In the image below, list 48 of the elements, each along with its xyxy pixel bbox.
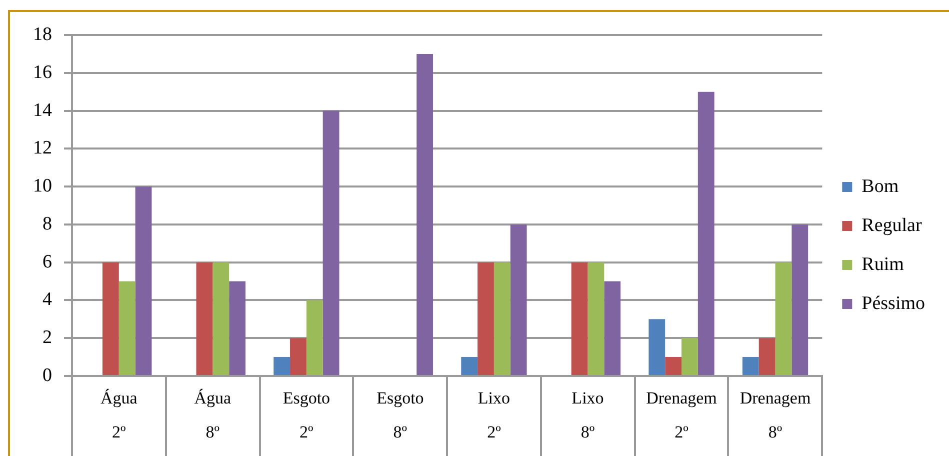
bar: [416, 54, 434, 375]
bar: [792, 224, 808, 375]
bar: [478, 262, 494, 375]
x-tick-label: Água 8º: [194, 388, 232, 442]
bar: [588, 262, 604, 375]
bar: [682, 338, 698, 375]
x-tick-label: Esgoto 2º: [282, 388, 330, 442]
bar: [102, 262, 119, 375]
legend-label: Bom: [862, 176, 899, 197]
y-tick-label: 8: [42, 213, 52, 234]
bar: [775, 262, 792, 375]
x-tick-label: Drenagem 2º: [646, 388, 717, 442]
legend-label: Péssimo: [862, 292, 926, 314]
bar: [274, 357, 290, 375]
bar: [290, 338, 306, 375]
x-tick-label: Água 2º: [100, 388, 138, 442]
bar: [604, 281, 621, 375]
y-tick-label: 16: [33, 62, 52, 83]
bar: [494, 262, 510, 375]
bar: [698, 92, 714, 375]
y-tick-label: 4: [42, 289, 52, 310]
y-tick-label: 0: [42, 364, 52, 386]
bar: [461, 357, 478, 375]
x-tick-label: Lixo 2º: [478, 388, 510, 442]
x-tick-label: Drenagem 8º: [740, 388, 811, 442]
bar: [322, 110, 340, 375]
bar: [742, 357, 759, 375]
legend-label: Regular: [862, 214, 922, 236]
y-tick-label: 14: [33, 100, 52, 121]
bar: [118, 281, 136, 375]
bar: [758, 338, 776, 375]
bar: [571, 262, 588, 375]
bar: [648, 319, 666, 375]
bar: [135, 186, 152, 375]
x-tick-label: Esgoto 8º: [376, 388, 424, 442]
y-tick-label: 18: [33, 24, 52, 45]
bar: [510, 224, 527, 375]
bar: [306, 300, 323, 375]
bar: [212, 262, 230, 375]
legend-label: Ruim: [862, 254, 904, 275]
y-tick-label: 12: [33, 138, 52, 159]
y-tick-label: 2: [42, 327, 52, 348]
bar: [665, 357, 682, 375]
bar: [196, 262, 213, 375]
y-tick-label: 10: [33, 176, 52, 197]
x-tick-label: Lixo 8º: [572, 388, 604, 442]
y-tick-label: 6: [42, 251, 52, 272]
bar: [229, 281, 246, 375]
